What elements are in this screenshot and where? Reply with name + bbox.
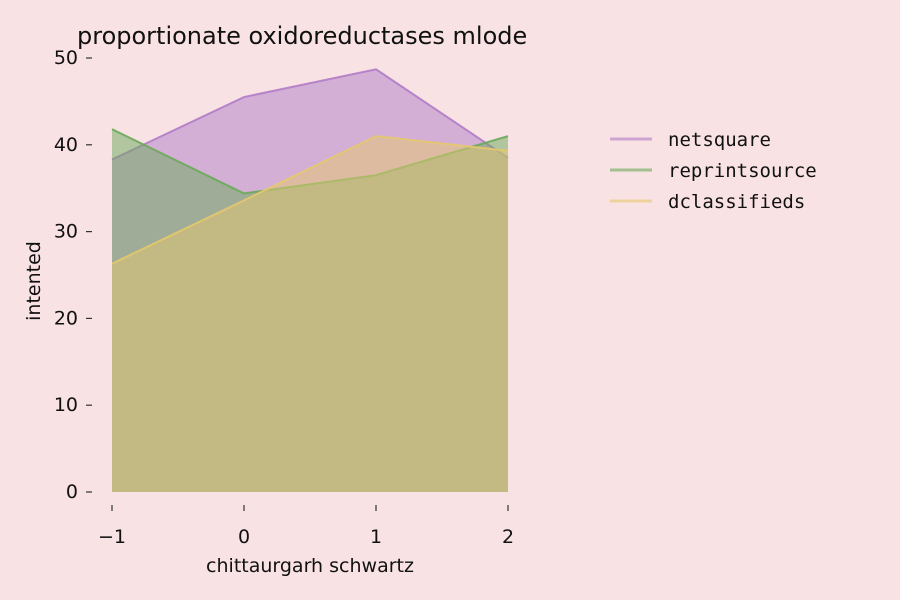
y-tick-label: 40 [54,134,78,156]
x-axis: −1 0 1 2 [98,505,514,548]
x-tick-label: 1 [370,526,382,548]
y-axis: 0 10 20 30 40 50 [54,47,92,503]
legend-label-reprintsource: reprintsource [668,160,817,182]
area-dclassifieds [112,136,508,492]
y-axis-label: intented [23,241,45,321]
x-axis-label: chittaurgarh schwartz [206,555,414,577]
line-dclassifieds [111,135,509,265]
x-tick-label: 2 [502,526,514,548]
y-tick-label: 10 [54,394,78,416]
y-tick-label: 20 [54,307,78,329]
chart-title: proportionate oxidoreductases mlode [77,22,527,50]
y-tick-label: 50 [54,47,78,69]
x-tick-label: −1 [98,526,126,548]
plot-areas [111,68,509,492]
y-tick-label: 0 [66,481,78,503]
x-tick-label: 0 [238,526,250,548]
legend-label-dclassifieds: dclassifieds [668,191,805,213]
line-netsquare [111,68,509,161]
y-tick-label: 30 [54,221,78,243]
legend-label-netsquare: netsquare [668,129,771,151]
legend: netsquare reprintsource dclassifieds [610,129,817,213]
